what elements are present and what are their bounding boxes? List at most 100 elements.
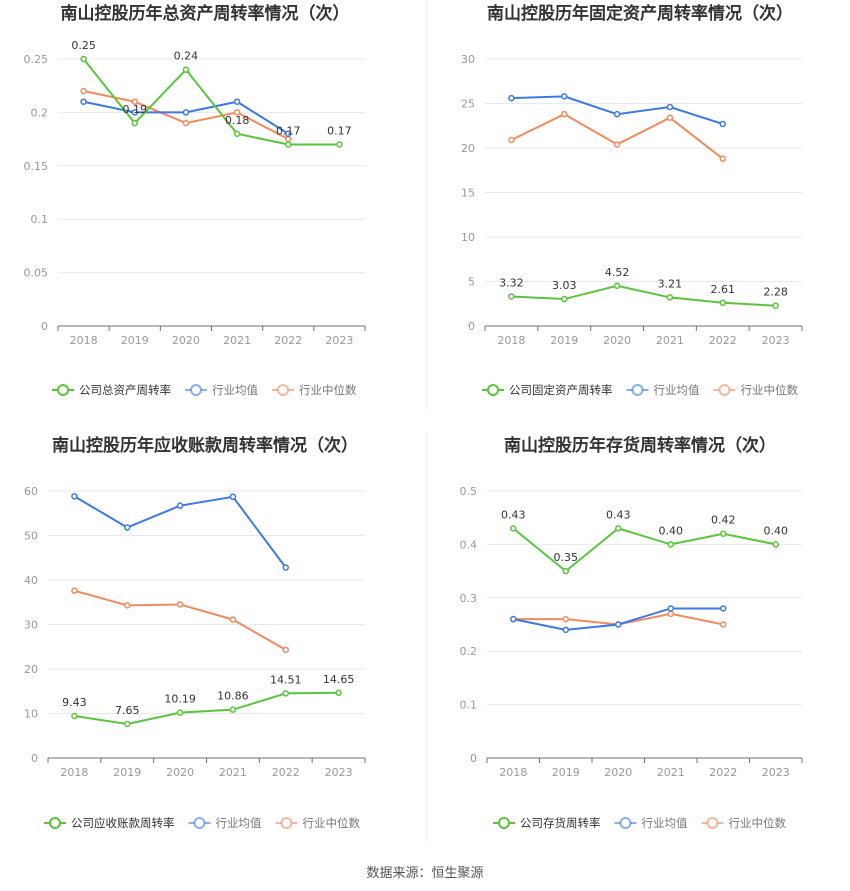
chart-inventory-turnover: 南山控股历年存货周转率情况（次） 0 0.1 0.2 0.3 0.4 0.5 2018 2019… [427, 432, 850, 847]
x-tick-label: 2022 [274, 334, 302, 347]
series-line-industry-avg [511, 95, 724, 125]
data-point-company [336, 141, 343, 148]
y-tick-label: 60 [24, 485, 38, 498]
y-tick-label: 0 [468, 320, 475, 333]
legend-label: 公司固定资产周转率 [509, 383, 613, 397]
data-point-company [285, 141, 292, 148]
x-tick-label: 2023 [325, 334, 353, 347]
legend-label: 行业均值 [642, 816, 688, 830]
x-tick-label: 2020 [166, 766, 194, 779]
x-tick-label: 2019 [113, 766, 141, 779]
data-point-industry-median [562, 615, 569, 623]
chart-svg: 南山控股历年存货周转率情况（次） 0 0.1 0.2 0.3 0.4 0.5 2018 2019… [460, 435, 803, 830]
series-line-industry-avg [83, 100, 289, 135]
data-label: 2.28 [763, 286, 788, 299]
data-point-industry-median [80, 87, 87, 95]
data-point-company [71, 712, 78, 720]
data-label: 9.43 [62, 696, 87, 709]
chart-title: 南山控股历年总资产周转率情况（次） [61, 3, 350, 24]
legend-label: 行业均值 [654, 383, 700, 397]
y-tick-label: 25 [461, 98, 475, 111]
data-point-company [182, 66, 190, 73]
data-point-company [233, 130, 241, 138]
data-point-company [229, 706, 237, 713]
legend-item-industry-median: 行业中位数 [275, 816, 361, 830]
x-tick-label: 2023 [325, 766, 353, 779]
data-point-industry-median [176, 601, 184, 608]
legend-label: 行业中位数 [729, 816, 787, 830]
y-tick-label: 0.2 [31, 106, 49, 119]
legend-label: 行业中位数 [303, 816, 361, 830]
data-point-industry-median [182, 119, 190, 127]
data-point-industry-avg [282, 564, 289, 571]
data-point-industry-avg [124, 524, 131, 531]
y-tick-label: 50 [24, 530, 38, 543]
legend-marker [487, 384, 499, 396]
data-point-industry-avg [131, 109, 138, 116]
legend-marker [706, 817, 719, 829]
data-point-industry-median [71, 587, 78, 594]
chart-total-asset-turnover: 南山控股历年总资产周转率情况（次） 0 0.05 0.1 0.15 0.2 0.25 2018… [0, 0, 425, 410]
data-label: 0.18 [225, 114, 250, 127]
y-tick-label: 0.15 [24, 160, 49, 173]
data-label: 0.17 [327, 124, 352, 137]
data-point-industry-median [613, 141, 621, 148]
data-label: 0.19 [123, 103, 148, 116]
legend-marker [277, 384, 289, 396]
legend-label: 行业均值 [212, 383, 258, 397]
legend-label: 公司应收账款周转率 [71, 816, 175, 830]
legend-item-industry-median: 行业中位数 [272, 383, 357, 397]
series-line-industry-median [510, 113, 724, 160]
data-label: 0.40 [659, 524, 684, 537]
series-line-company [74, 691, 339, 725]
legend-marker [193, 817, 206, 829]
legend-item-company: 公司应收账款周转率 [44, 816, 175, 830]
y-tick-label: 0 [41, 320, 48, 333]
legend-item-company: 公司固定资产周转率 [482, 383, 613, 397]
chart-fixed-asset-turnover: 南山控股历年固定资产周转率情况（次） 0 5 10 15 20 25 30 2018 2019 20… [427, 0, 850, 410]
chart-svg: 南山控股历年应收账款周转率情况（次） 0 10 20 30 40 50 60 2018 2019 2… [24, 435, 366, 830]
data-point-industry-median [229, 616, 237, 623]
legend-item-industry-avg: 行业均值 [614, 816, 688, 830]
panel-divider-top [426, 0, 427, 410]
data-point-company [613, 282, 621, 290]
y-tick-label: 0.1 [460, 699, 478, 712]
data-point-industry-median [233, 109, 241, 116]
data-label: 0.43 [606, 508, 631, 521]
x-tick-label: 2021 [219, 766, 247, 779]
legend-label: 行业中位数 [299, 383, 357, 397]
data-point-industry-median [719, 155, 726, 162]
data-point-company [176, 709, 184, 716]
data-label: 4.52 [605, 266, 630, 279]
y-tick-label: 10 [24, 708, 38, 721]
data-point-industry-avg [720, 605, 727, 612]
legend-label: 行业均值 [216, 816, 262, 830]
data-label: 3.21 [658, 277, 683, 290]
data-point-industry-avg [176, 502, 184, 509]
y-tick-label: 0.4 [460, 538, 478, 551]
x-tick-label: 2018 [60, 766, 88, 779]
data-point-industry-median [508, 136, 515, 144]
y-tick-label: 0 [470, 752, 477, 765]
data-point-company [508, 293, 515, 300]
data-point-industry-avg [719, 120, 726, 128]
x-tick-label: 2019 [121, 334, 149, 347]
data-label: 0.25 [71, 39, 96, 52]
data-point-company [561, 295, 568, 303]
y-tick-label: 0.3 [460, 592, 478, 605]
series-line-company [512, 527, 776, 573]
y-tick-label: 40 [24, 574, 38, 587]
data-point-industry-avg [666, 103, 674, 111]
data-point-industry-avg [80, 98, 87, 105]
legend-marker [619, 817, 632, 829]
y-tick-label: 0.2 [460, 645, 478, 658]
data-point-company [335, 689, 342, 697]
data-label: 3.32 [499, 276, 524, 289]
data-label: 2.61 [711, 283, 736, 296]
y-tick-label: 0.1 [31, 213, 49, 226]
x-tick-label: 2021 [656, 334, 684, 347]
data-label: 7.65 [115, 704, 140, 717]
data-point-company [666, 294, 674, 301]
legend-item-industry-avg: 行业均值 [188, 816, 262, 830]
data-point-company [772, 541, 779, 548]
